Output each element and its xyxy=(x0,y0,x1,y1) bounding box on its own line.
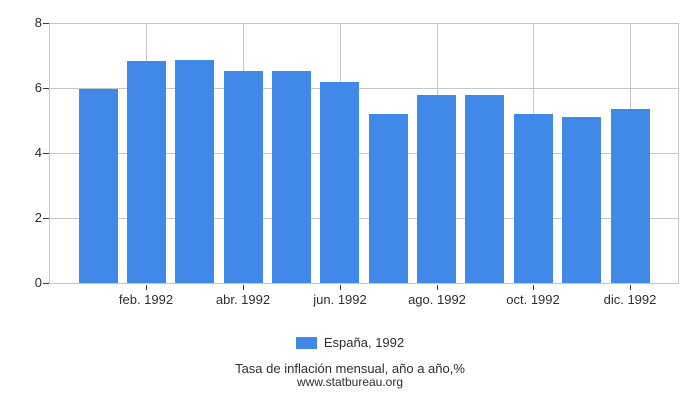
x-tick-label: oct. 1992 xyxy=(506,292,560,307)
bar xyxy=(465,95,504,283)
bar xyxy=(417,95,456,283)
y-tick-label: 2 xyxy=(34,210,42,225)
x-tick-mark xyxy=(533,285,534,290)
gridline-horizontal xyxy=(49,218,678,219)
y-tick-label: 4 xyxy=(34,145,42,160)
y-tick-label: 6 xyxy=(34,80,42,95)
x-tick-label: feb. 1992 xyxy=(118,292,174,307)
y-tick-label: 8 xyxy=(34,15,42,30)
bar xyxy=(272,71,311,283)
bar xyxy=(127,61,166,283)
bar xyxy=(514,114,553,283)
bar xyxy=(320,82,359,283)
legend: España, 1992 xyxy=(0,335,700,350)
bar xyxy=(224,71,263,283)
y-tick-mark xyxy=(43,283,49,284)
bar xyxy=(562,117,601,283)
y-tick-mark xyxy=(43,218,49,219)
plot-right-border xyxy=(678,23,679,283)
y-axis-line xyxy=(49,23,50,283)
legend-label: España, 1992 xyxy=(323,335,405,350)
x-tick-mark xyxy=(146,285,147,290)
bar xyxy=(79,89,118,283)
bar xyxy=(369,114,408,283)
x-axis-line xyxy=(49,283,679,284)
chart-title: Tasa de inflación mensual, año a año,% xyxy=(235,361,465,376)
x-tick-mark xyxy=(340,285,341,290)
bar xyxy=(175,60,214,283)
legend-swatch xyxy=(295,336,317,349)
y-tick-mark xyxy=(43,23,49,24)
gridline-horizontal xyxy=(49,153,678,154)
x-tick-mark xyxy=(630,285,631,290)
x-tick-label: jun. 1992 xyxy=(313,292,367,307)
y-tick-mark xyxy=(43,88,49,89)
gridline-horizontal xyxy=(49,88,678,89)
x-tick-label: ago. 1992 xyxy=(408,292,466,307)
x-tick-label: abr. 1992 xyxy=(215,292,271,307)
y-tick-mark xyxy=(43,153,49,154)
x-tick-label: dic. 1992 xyxy=(603,292,657,307)
x-tick-mark xyxy=(243,285,244,290)
bar xyxy=(611,109,650,283)
gridline-horizontal xyxy=(49,23,678,24)
chart-source: www.statbureau.org xyxy=(296,375,404,389)
y-tick-label: 0 xyxy=(34,275,42,290)
x-tick-mark xyxy=(437,285,438,290)
